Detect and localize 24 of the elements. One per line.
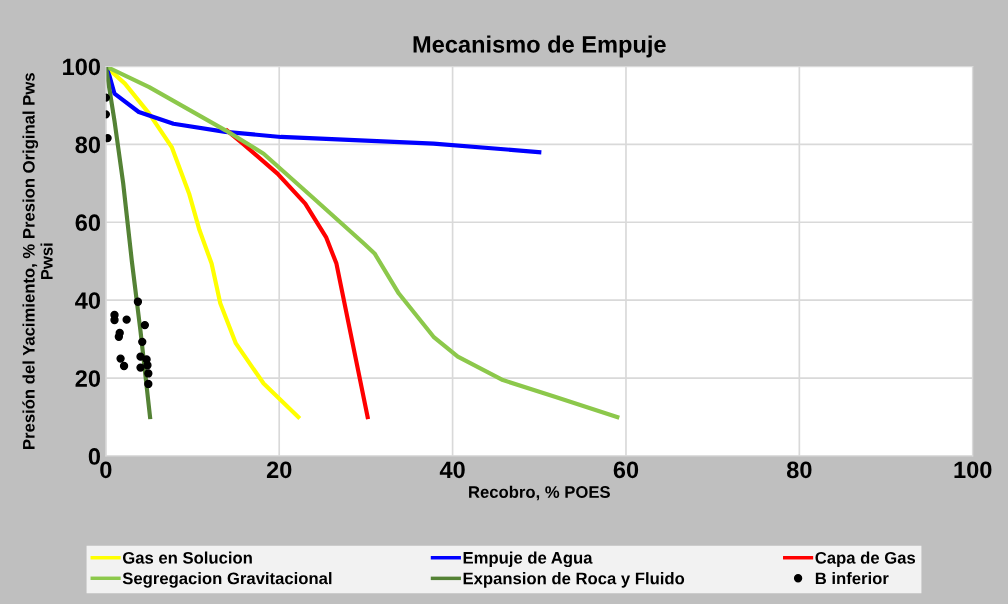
y-tick-label: 40 [75,292,101,309]
x-tick-label: 40 [439,461,465,479]
x-axis-title: Recobro, % POES [469,485,610,501]
y-axis-title: Presión del Yacimiento, % Presion Original Pws Pwsi [22,73,53,449]
x-tick-label: 80 [786,461,812,479]
y-tick-label: 20 [75,370,101,387]
legend-label: Segregacion Gravitacional [122,572,332,588]
line-series [105,66,620,420]
x-tick-label: 0 [100,461,112,479]
y-tick-label: 0 [88,448,101,465]
legend-label: Expansion de Roca y Fluido [463,572,685,588]
chart-title: Mecanismo de Empuje [413,35,666,58]
x-tick-label: 100 [954,461,992,479]
legend-label: B inferior [815,572,889,585]
y-tick-label: 80 [75,136,101,154]
x-tick-label: 20 [266,461,292,479]
legend-label: Capa de Gas [815,551,916,568]
line-series [105,66,153,420]
y-tick-label: 60 [75,214,101,232]
legend-label: Empuje de Agua [463,551,593,568]
y-tick-label: 100 [63,58,101,76]
x-tick-label: 60 [613,461,639,479]
line-series [225,128,370,420]
legend-label: Gas en Solucion [122,551,252,564]
